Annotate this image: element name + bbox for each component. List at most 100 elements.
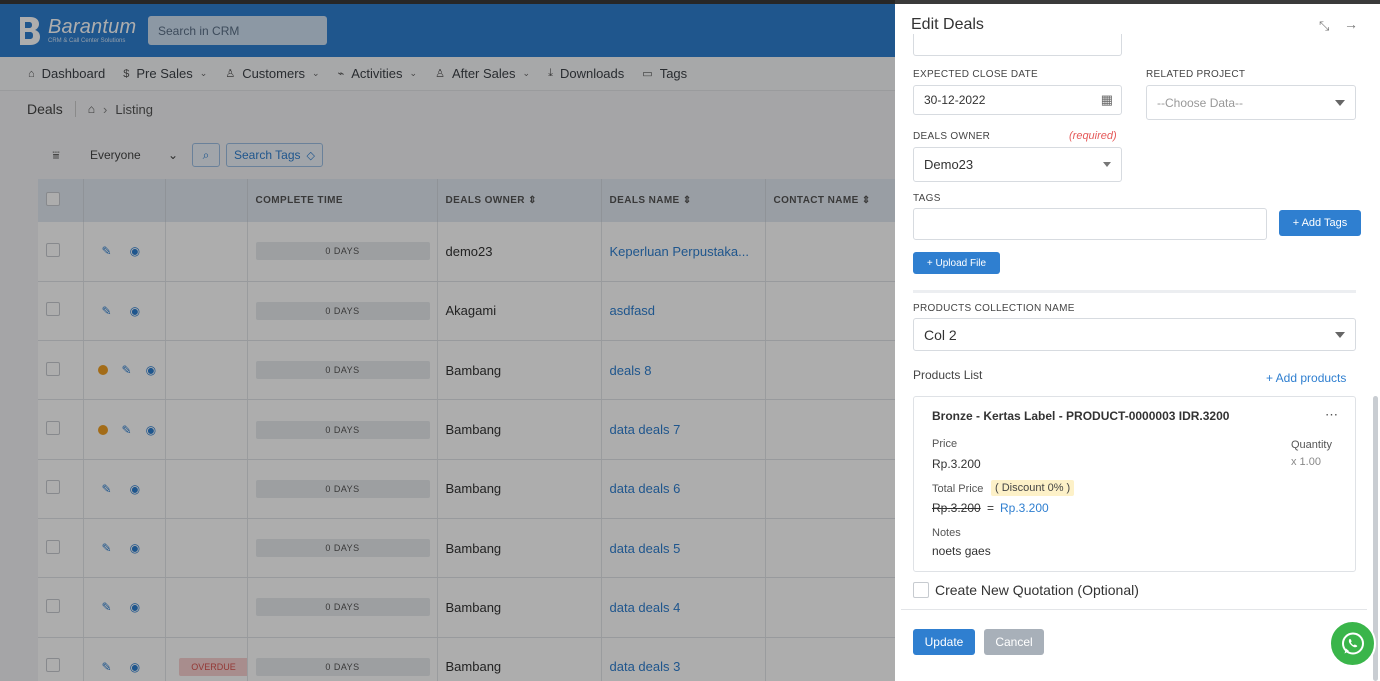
deals-name-header[interactable]: DEALS NAME ⇕ [601, 179, 766, 222]
view-eye-icon[interactable]: ◉ [145, 422, 157, 437]
whatsapp-button[interactable] [1329, 620, 1376, 667]
deal-name-link[interactable]: Keperluan Perpustaka... [609, 243, 749, 259]
brand-logo[interactable]: Barantum CRM & Call Center Solutions [16, 15, 136, 45]
users-icon: ♙ [435, 68, 445, 80]
table-row[interactable]: ✎ ◉ 0 DAYS Akagami asdfasd [38, 281, 895, 342]
add-products-link[interactable]: + Add products [1266, 371, 1347, 385]
deal-name-link[interactable]: data deals 5 [609, 540, 681, 556]
expand-icon[interactable]: ⤡ [1319, 18, 1330, 33]
row-checkbox[interactable] [46, 361, 60, 376]
deals-owner-header[interactable]: DEALS OWNER ⇕ [437, 179, 602, 222]
deals-owner-cell: demo23 [437, 222, 602, 282]
row-checkbox[interactable] [46, 480, 60, 495]
deals-owner-cell: Akagami [437, 281, 602, 342]
nav-tags[interactable]: ▭ Tags [642, 66, 687, 81]
close-date-input[interactable]: 30-12-2022 ▦ [913, 85, 1122, 115]
previous-field[interactable] [913, 34, 1122, 56]
select-all-checkbox[interactable] [46, 192, 60, 206]
contact-name-header[interactable]: CONTACT NAME ⇕ [765, 179, 895, 222]
view-eye-icon[interactable]: ◉ [145, 363, 157, 378]
deal-name-link[interactable]: data deals 4 [609, 599, 681, 615]
cancel-button[interactable]: Cancel [984, 629, 1044, 655]
products-collection-select[interactable]: Col 2 [913, 318, 1356, 351]
row-checkbox[interactable] [46, 598, 60, 613]
edit-pencil-icon[interactable]: ✎ [101, 481, 112, 496]
search-tags-button[interactable]: Search Tags ◇ [226, 143, 323, 167]
tags-input[interactable] [913, 208, 1267, 240]
edit-pencil-icon[interactable]: ✎ [121, 363, 132, 378]
row-actions-cell: ✎ ◉ [83, 577, 166, 638]
row-checkbox[interactable] [46, 658, 60, 673]
create-quotation-checkbox[interactable] [913, 582, 929, 598]
edit-pencil-icon[interactable]: ✎ [101, 244, 112, 259]
modal-overlay[interactable] [0, 0, 895, 681]
table-row[interactable]: ✎ ◉ OVERDUE 0 DAYS Bambang data deals 3 [38, 637, 895, 681]
edit-pencil-icon[interactable]: ✎ [101, 541, 112, 556]
table-row[interactable]: ✎ ◉ 0 DAYS Bambang data deals 6 [38, 459, 895, 519]
header-label: COMPLETE TIME [255, 195, 343, 206]
table-row[interactable]: ✎ ◉ 0 DAYS Bambang data deals 4 [38, 577, 895, 638]
view-eye-icon[interactable]: ◉ [129, 541, 141, 556]
deals-owner-cell: Bambang [437, 399, 602, 460]
select-all-header[interactable] [38, 179, 84, 222]
nav-activities[interactable]: ⌁ Activities ⌄ [338, 66, 417, 81]
home-icon: ⌂ [28, 67, 35, 80]
view-eye-icon[interactable]: ◉ [129, 481, 141, 496]
sort-icon: ⇕ [682, 195, 692, 206]
create-quotation-option[interactable]: Create New Quotation (Optional) [913, 582, 1139, 598]
owner-filter-select[interactable]: Everyone ⌄ [74, 148, 184, 162]
nav-after-sales[interactable]: ♙ After Sales ⌄ [435, 66, 530, 81]
table-row[interactable]: ✎ ◉ 0 DAYS Bambang deals 8 [38, 340, 895, 401]
edit-pencil-icon[interactable]: ✎ [101, 303, 112, 318]
close-date-value: 30-12-2022 [924, 93, 986, 107]
filter-icon[interactable]: ⩸ [52, 147, 60, 162]
complete-time-header[interactable]: COMPLETE TIME [247, 179, 438, 222]
contact-name-cell [765, 518, 895, 579]
edit-pencil-icon[interactable]: ✎ [101, 659, 112, 674]
row-checkbox[interactable] [46, 242, 60, 257]
deal-name-link[interactable]: data deals 6 [609, 481, 681, 497]
upload-file-button[interactable]: + Upload File [913, 252, 1000, 274]
edit-pencil-icon[interactable]: ✎ [101, 600, 112, 615]
table-row[interactable]: ✎ ◉ 0 DAYS Bambang data deals 7 [38, 399, 895, 460]
calendar-icon[interactable]: ▦ [1100, 92, 1113, 107]
crm-search-input[interactable] [148, 16, 327, 45]
deals-owner-cell: Bambang [437, 577, 602, 638]
deal-name-link[interactable]: data deals 3 [609, 659, 681, 675]
view-eye-icon[interactable]: ◉ [129, 303, 141, 318]
deal-name-link[interactable]: deals 8 [609, 362, 652, 378]
row-checkbox[interactable] [46, 539, 60, 554]
nav-customers[interactable]: ♙ Customers ⌄ [225, 66, 319, 81]
update-button[interactable]: Update [913, 629, 975, 655]
row-actions-cell: ✎ ◉ [83, 459, 166, 519]
view-eye-icon[interactable]: ◉ [129, 244, 141, 259]
view-eye-icon[interactable]: ◉ [129, 600, 141, 615]
row-checkbox[interactable] [46, 421, 60, 436]
deals-name-cell: Keperluan Perpustaka... [601, 222, 766, 282]
table-row[interactable]: ✎ ◉ 0 DAYS Bambang data deals 5 [38, 518, 895, 579]
panel-header: Edit Deals ⤡ → [895, 4, 1380, 44]
panel-scrollbar[interactable] [1373, 396, 1378, 681]
more-options-icon[interactable]: ⋯ [1325, 407, 1338, 422]
panel-title: Edit Deals [911, 16, 984, 33]
products-list-heading: Products List [913, 368, 983, 382]
row-checkbox[interactable] [46, 302, 60, 317]
home-icon[interactable]: ⌂ [87, 102, 96, 116]
add-tags-button[interactable]: + Add Tags [1279, 210, 1361, 236]
nav-dashboard[interactable]: ⌂ Dashboard [28, 66, 105, 81]
status-dot-icon [97, 365, 108, 376]
search-button[interactable]: ⌕ [192, 143, 220, 167]
section-divider [913, 290, 1356, 293]
table-row[interactable]: ✎ ◉ 0 DAYS demo23 Keperluan Perpustaka... [38, 222, 895, 282]
nav-pre-sales[interactable]: $ Pre Sales ⌄ [123, 66, 207, 81]
edit-pencil-icon[interactable]: ✎ [121, 422, 132, 437]
close-arrow-icon[interactable]: → [1344, 16, 1358, 32]
deal-name-link[interactable]: data deals 7 [609, 422, 681, 438]
deals-owner-select[interactable]: Demo23 [913, 147, 1122, 182]
complete-time-value: 0 DAYS [255, 420, 430, 439]
deal-name-link[interactable]: asdfasd [609, 303, 656, 319]
view-eye-icon[interactable]: ◉ [129, 659, 141, 674]
nav-downloads[interactable]: ⤓ Downloads [548, 66, 624, 81]
caret-down-icon [1335, 99, 1345, 106]
related-project-select[interactable]: --Choose Data-- [1146, 85, 1356, 120]
